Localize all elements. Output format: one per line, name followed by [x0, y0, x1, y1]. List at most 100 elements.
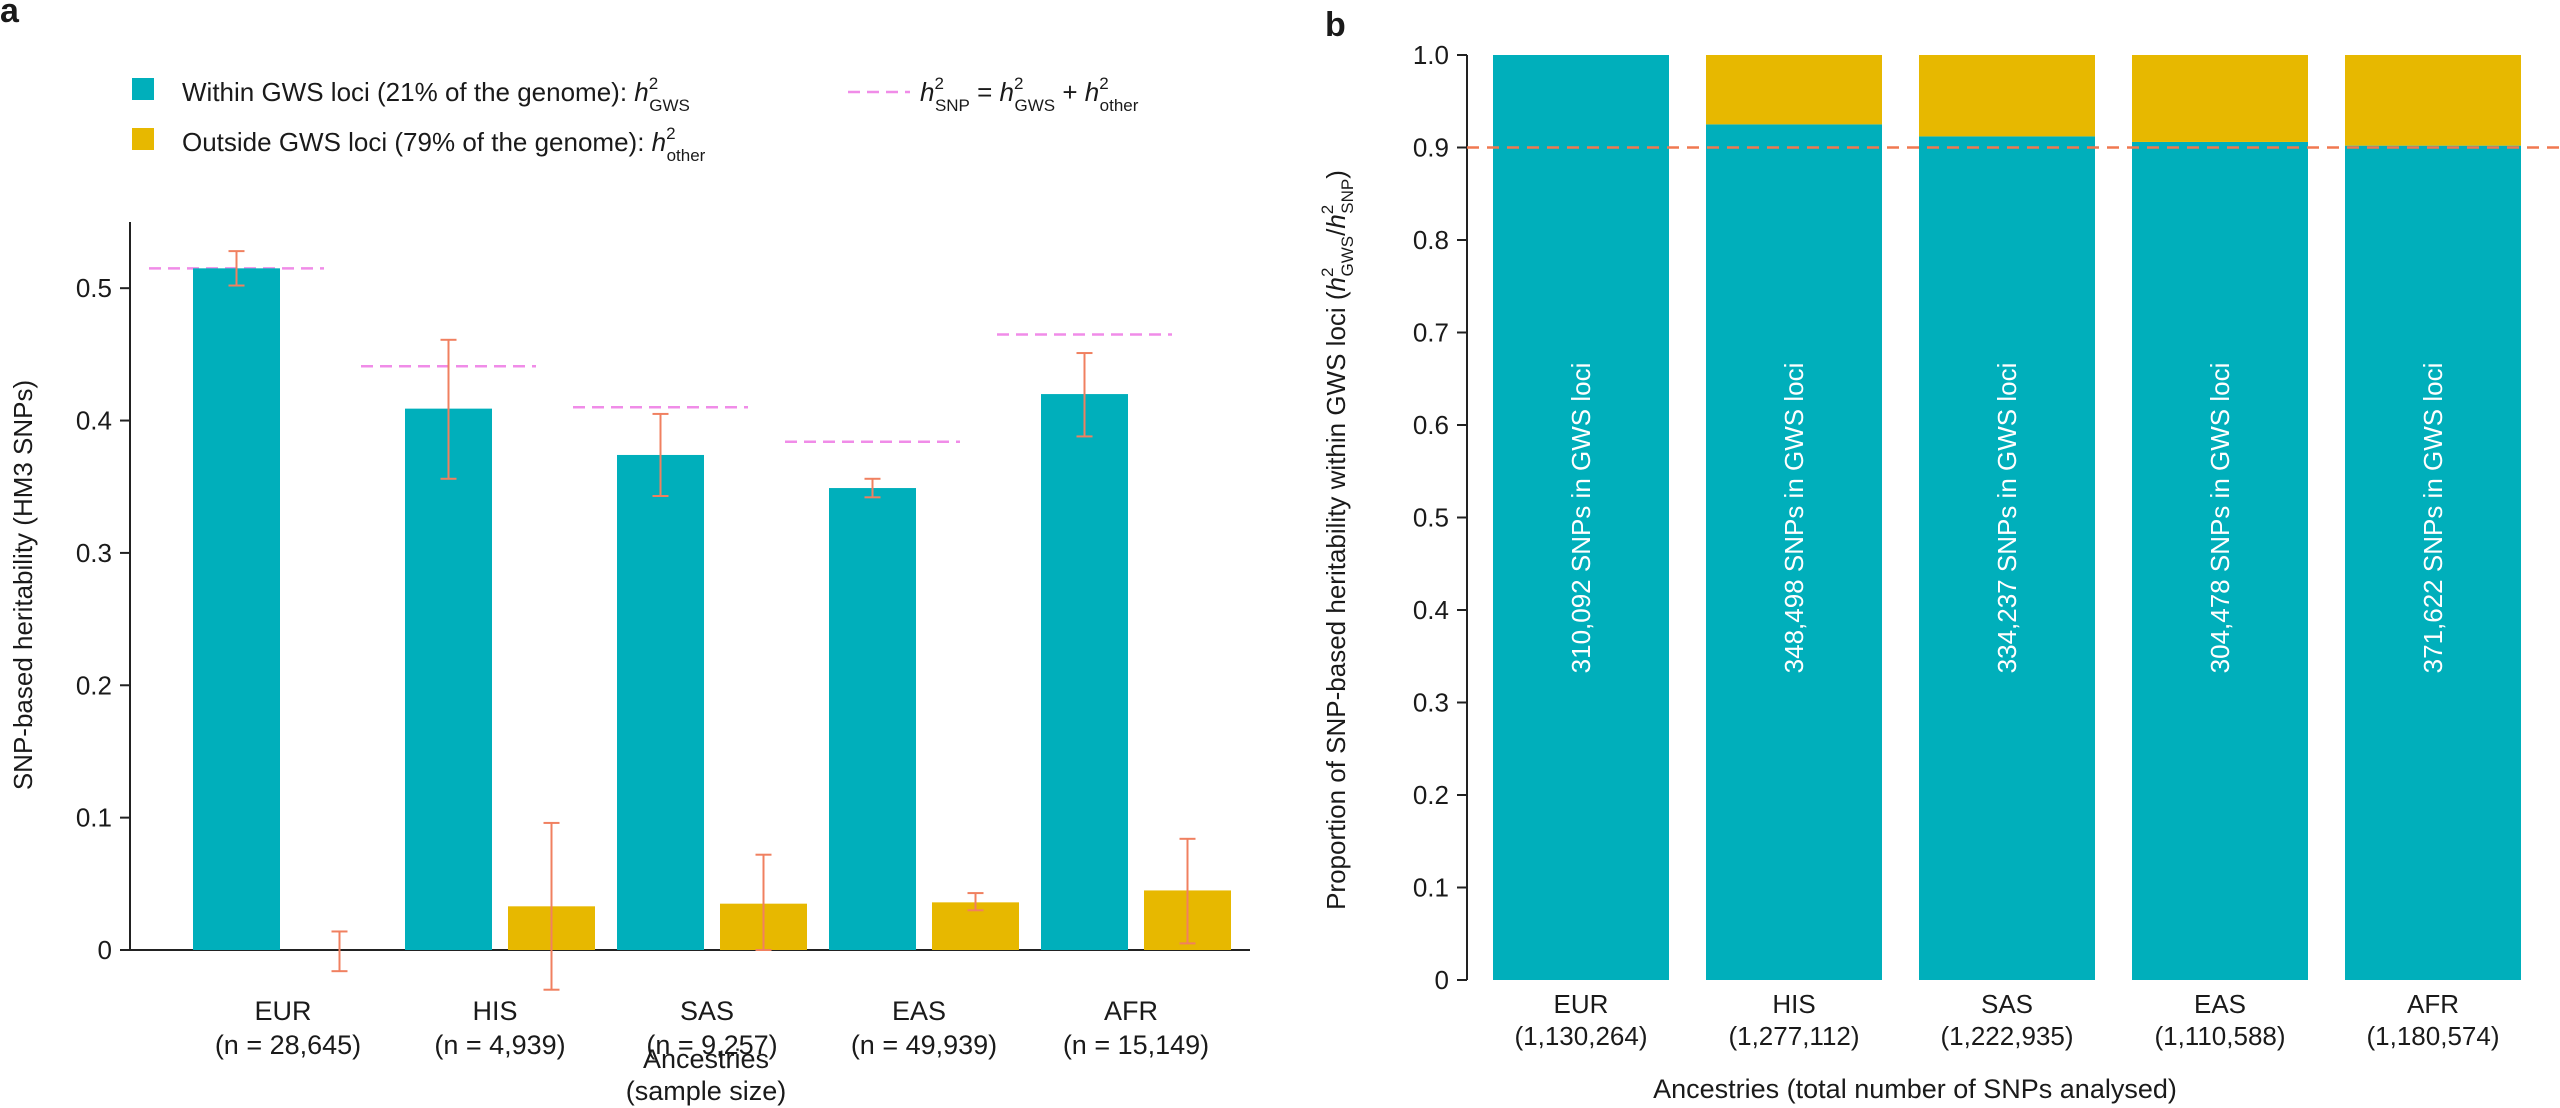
- x-tick-label-b: EAS: [2194, 989, 2246, 1019]
- y-tick-label-b: 0.5: [1413, 503, 1449, 533]
- bar-other-his: [1706, 55, 1882, 125]
- y-tick-label-b: 0.4: [1413, 595, 1449, 625]
- legend-h: h: [1085, 77, 1099, 107]
- x-tick-label-a: EAS: [892, 996, 946, 1026]
- x-tick-label-b: AFR: [2407, 989, 2459, 1019]
- x-tick-label-a: HIS: [472, 996, 517, 1026]
- bar-label-b: 310,092 SNPs in GWS loci: [1566, 363, 1596, 674]
- legend-sub-other: other: [667, 146, 706, 165]
- legend-swatch-gws: [132, 78, 154, 100]
- x-axis-title-a-line2: (sample size): [626, 1076, 787, 1106]
- y-tick-label-b: 0.3: [1413, 688, 1449, 718]
- x-tick-label-a: EUR: [254, 996, 311, 1026]
- legend-entry-hsnp: h2 SNP = h2 GWS + h2 other: [920, 74, 1139, 115]
- x-tick-labels-a: EUR (n = 28,645) HIS (n = 4,939) SAS (n = 9,2…: [215, 996, 1209, 1060]
- legend-h: h: [920, 77, 934, 107]
- y-axis-title-b-sup: 2: [1318, 268, 1337, 277]
- bar-other-eas: [2132, 55, 2308, 142]
- bar-label-b: 348,498 SNPs in GWS loci: [1779, 363, 1809, 674]
- bar-gws-eas: [2132, 141, 2308, 980]
- y-axis-title-b-main: Proportion of SNP-based heritability wit…: [1321, 291, 1351, 910]
- x-tick-sublabel-a: (n = 15,149): [1063, 1030, 1209, 1060]
- legend-sup: 2: [934, 74, 943, 93]
- bar-gws-eas: [829, 488, 916, 950]
- legend-sup: 2: [649, 74, 658, 93]
- x-tick-sublabel-a: (n = 9,257): [646, 1030, 777, 1060]
- bar-gws-sas: [617, 454, 704, 950]
- panel-a: a Within GWS loci (21% of the genome): h…: [0, 0, 1250, 1106]
- legend-sub-gws: GWS: [1014, 96, 1055, 115]
- legend-h: h: [1000, 77, 1014, 107]
- x-tick-sublabel-b: (1,180,574): [2367, 1021, 2500, 1051]
- legend-entry-other: Outside GWS loci (79% of the genome): h2…: [182, 124, 706, 165]
- y-tick-label-b: 0.6: [1413, 410, 1449, 440]
- x-tick-sublabel-a: (n = 49,939): [851, 1030, 997, 1060]
- x-tick-label-a: SAS: [680, 996, 734, 1026]
- bars-b: [1493, 55, 2521, 980]
- bar-labels-b: 310,092 SNPs in GWS loci 348,498 SNPs in …: [1566, 363, 2448, 674]
- legend-h: h: [634, 77, 648, 107]
- y-axis-title-b-h2: h: [1321, 214, 1351, 228]
- y-tick-label-a: 0.5: [76, 273, 112, 303]
- bars-a: [193, 268, 1231, 951]
- legend-sub-snp: SNP: [935, 96, 970, 115]
- x-tick-sublabel-a: (n = 28,645): [215, 1030, 361, 1060]
- y-axis-title-b: Proportion of SNP-based heritability wit…: [1318, 170, 1357, 910]
- legend-sub-other: other: [1100, 96, 1139, 115]
- bar-gws-eur: [1493, 55, 1669, 980]
- y-axis-title-b-sub2: SNP: [1338, 179, 1357, 214]
- legend-plus: +: [1055, 77, 1085, 107]
- legend-text-other: Outside GWS loci (79% of the genome):: [182, 127, 652, 157]
- legend-sub-gws: GWS: [649, 96, 690, 115]
- bar-other-sas: [1919, 55, 2095, 137]
- y-tick-label-b: 0.9: [1413, 133, 1449, 163]
- legend-entry-gws: Within GWS loci (21% of the genome): h2 G…: [182, 74, 690, 115]
- y-axis-title-b-sub1: GWS: [1338, 236, 1357, 277]
- legend-sup: 2: [666, 124, 675, 143]
- y-tick-label-b: 0.8: [1413, 225, 1449, 255]
- bar-label-b: 304,478 SNPs in GWS loci: [2205, 363, 2235, 674]
- y-tick-label-b: 0.2: [1413, 780, 1449, 810]
- bar-gws-afr: [2345, 145, 2521, 980]
- legend-sup: 2: [1014, 74, 1023, 93]
- axes-b: 0 0.1 0.2 0.3 0.4 0.5 0.6 0.7 0.8 0.9 1.0: [1413, 40, 1468, 995]
- legend-sup: 2: [1099, 74, 1108, 93]
- x-tick-sublabel-b: (1,130,264): [1515, 1021, 1648, 1051]
- x-tick-sublabel-a: (n = 4,939): [434, 1030, 565, 1060]
- legend-equals: =: [970, 77, 1000, 107]
- x-tick-label-b: SAS: [1981, 989, 2033, 1019]
- y-tick-label-a: 0.4: [76, 406, 112, 436]
- bar-gws-his: [405, 408, 492, 951]
- y-tick-label-a: 0.1: [76, 803, 112, 833]
- bar-other-afr: [2345, 55, 2521, 146]
- y-tick-label-a: 0.2: [76, 670, 112, 700]
- legend-text-gws: Within GWS loci (21% of the genome):: [182, 77, 634, 107]
- bar-label-b: 371,622 SNPs in GWS loci: [2418, 363, 2448, 674]
- panel-b: b Proportion of SNP-based heritability w…: [1318, 6, 2560, 1104]
- legend-h: h: [652, 127, 666, 157]
- error-bars-a: [228, 250, 1196, 991]
- bar-label-b: 334,237 SNPs in GWS loci: [1992, 363, 2022, 674]
- x-tick-label-a: AFR: [1104, 996, 1158, 1026]
- y-tick-label-b: 1.0: [1413, 40, 1449, 70]
- panel-b-label: b: [1325, 6, 1346, 44]
- x-tick-labels-b: EUR(1,130,264) HIS(1,277,112) SAS(1,222,93…: [1515, 989, 2500, 1051]
- y-axis-title-b-close: ): [1321, 170, 1351, 179]
- y-axis-title-b-slash: /: [1321, 228, 1351, 236]
- x-tick-sublabel-b: (1,110,588): [2154, 1021, 2285, 1051]
- y-axis-title-b-h: h: [1321, 277, 1351, 291]
- x-tick-sublabel-b: (1,277,112): [1728, 1021, 1859, 1051]
- y-tick-label-b: 0.1: [1413, 873, 1449, 903]
- panel-a-label: a: [0, 0, 20, 30]
- y-tick-label-a: 0.3: [76, 538, 112, 568]
- bar-gws-eur: [193, 268, 280, 950]
- x-tick-label-b: EUR: [1554, 989, 1609, 1019]
- x-tick-label-b: HIS: [1772, 989, 1815, 1019]
- y-axis-title-a: SNP-based heritability (HM3 SNPs): [8, 380, 38, 790]
- legend-swatch-other: [132, 128, 154, 150]
- x-axis-title-b: Ancestries (total number of SNPs analyse…: [1653, 1074, 2177, 1104]
- y-tick-label-b: 0.7: [1413, 318, 1449, 348]
- y-tick-label-a: 0: [98, 935, 112, 965]
- y-tick-label-b: 0: [1435, 965, 1449, 995]
- bar-gws-his: [1706, 124, 1882, 980]
